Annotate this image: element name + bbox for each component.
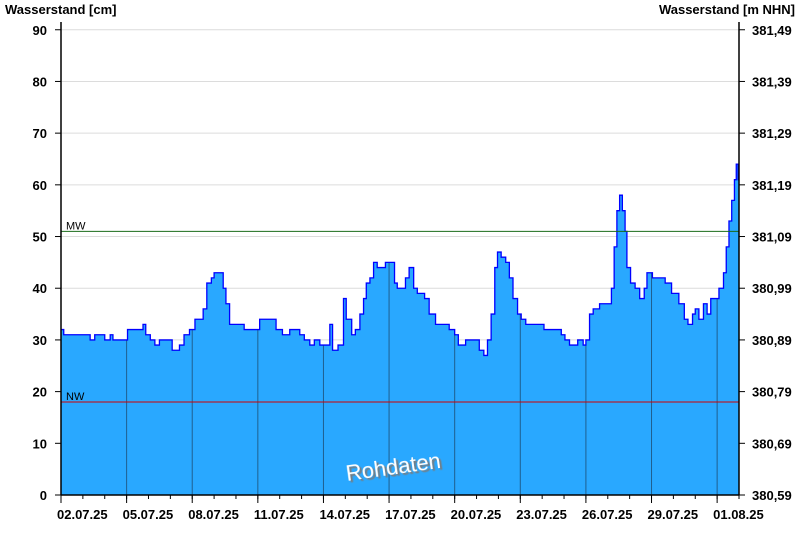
series <box>61 163 739 496</box>
x-tick-label: 11.07.25 <box>254 507 304 522</box>
series-line <box>61 163 739 357</box>
y-tick-label-right: 380,89 <box>752 333 792 348</box>
right-axis-title: Wasserstand [m NHN] <box>659 2 795 17</box>
x-tick-label: 05.07.25 <box>123 507 174 522</box>
y-tick-label-right: 381,09 <box>752 230 792 245</box>
y-tick-label-left: 0 <box>40 488 47 503</box>
x-tick-label: 29.07.25 <box>648 507 699 522</box>
y-tick-label-right: 381,39 <box>752 74 792 89</box>
x-tick-label: 02.07.25 <box>57 507 108 522</box>
reference-label-nw: NW <box>66 391 85 403</box>
y-tick-label-right: 381,19 <box>752 178 792 193</box>
axes: 0 380,59 10 380,69 20 380,79 30 380,89 40 380,99 5… <box>33 22 792 522</box>
y-tick-label-right: 381,29 <box>752 126 792 141</box>
x-tick-label: 08.07.25 <box>188 507 239 522</box>
y-tick-label-right: 380,79 <box>752 385 792 400</box>
y-tick-label-right: 380,99 <box>752 281 792 296</box>
x-tick-label: 14.07.25 <box>319 507 370 522</box>
y-tick-label-left: 70 <box>33 126 47 141</box>
x-tick-label: 26.07.25 <box>582 507 633 522</box>
y-tick-label-left: 40 <box>33 281 47 296</box>
y-tick-label-left: 10 <box>33 436 47 451</box>
y-tick-label-left: 90 <box>33 23 47 38</box>
y-tick-label-left: 80 <box>33 74 47 89</box>
x-tick-label: 01.08.25 <box>713 507 764 522</box>
x-tick-label: 23.07.25 <box>516 507 567 522</box>
y-tick-label-left: 50 <box>33 230 47 245</box>
y-tick-label-right: 380,69 <box>752 436 792 451</box>
reference-label-mw: MW <box>66 220 86 232</box>
series-area <box>61 164 739 496</box>
y-tick-label-left: 30 <box>33 333 47 348</box>
x-tick-label: 20.07.25 <box>451 507 502 522</box>
left-axis-title: Wasserstand [cm] <box>5 2 117 17</box>
reference-lines: MW NW <box>61 220 739 403</box>
x-tick-label: 17.07.25 <box>385 507 436 522</box>
y-tick-label-left: 60 <box>33 178 47 193</box>
y-tick-label-right: 381,49 <box>752 23 792 38</box>
y-tick-label-right: 380,59 <box>752 488 792 503</box>
y-tick-label-left: 20 <box>33 385 47 400</box>
